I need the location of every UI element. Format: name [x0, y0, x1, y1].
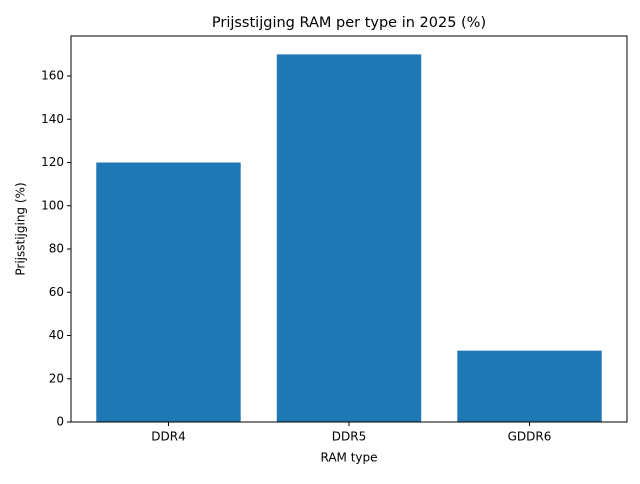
- y-tick-label: 160: [41, 69, 64, 83]
- y-axis-label: Prijsstijging (%): [14, 182, 28, 275]
- y-tick-label: 60: [49, 285, 64, 299]
- x-tick-label: DDR5: [332, 430, 366, 444]
- x-tick-label: GDDR6: [508, 430, 552, 444]
- chart-title: Prijsstijging RAM per type in 2025 (%): [212, 15, 486, 31]
- y-tick-label: 0: [56, 415, 64, 429]
- y-tick-label: 40: [49, 328, 64, 342]
- y-tick-label: 100: [41, 198, 64, 212]
- x-axis-label: RAM type: [320, 451, 377, 465]
- bar: [276, 54, 422, 422]
- bar: [96, 162, 241, 422]
- plot-frame: [70, 35, 628, 423]
- y-tick-label: 120: [41, 155, 64, 169]
- y-tick-label: 20: [49, 371, 64, 385]
- y-tick-label: 80: [49, 242, 64, 256]
- x-tick-label: DDR4: [151, 430, 185, 444]
- y-tick-label: 140: [41, 112, 64, 126]
- bar: [457, 350, 602, 422]
